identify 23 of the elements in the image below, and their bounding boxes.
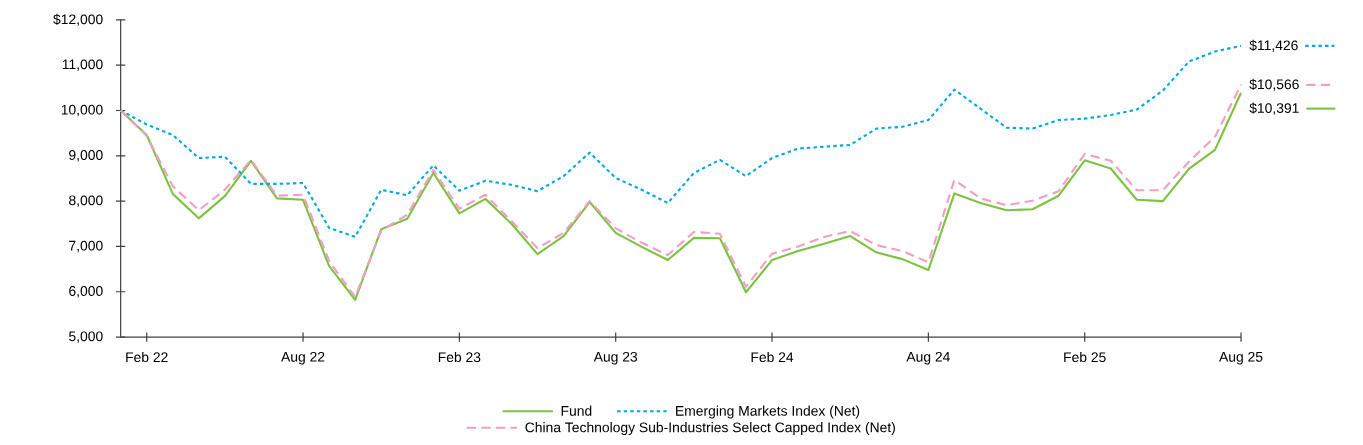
legend-label: Emerging Markets Index (Net) xyxy=(676,405,860,419)
data-label: $10,566 xyxy=(1249,78,1299,91)
y-tick-label: 9,000 xyxy=(69,150,103,162)
data-label: $11,426 xyxy=(1249,39,1298,52)
y-tick-label: 11,000 xyxy=(62,59,103,71)
x-tick-label: Aug 22 xyxy=(281,351,325,365)
legend-label: China Technology Sub-Industries Select Capped Index (Net) xyxy=(525,422,895,435)
y-tick-label: 6,000 xyxy=(69,285,103,298)
x-tick-label: Aug 23 xyxy=(593,351,638,365)
x-tick-label: Feb 24 xyxy=(751,351,794,363)
data-label: $10,391 xyxy=(1249,102,1299,115)
x-tick-label: Feb 25 xyxy=(1064,351,1106,363)
x-tick-label: Aug 24 xyxy=(906,351,950,365)
y-tick-label: $12,000 xyxy=(53,13,103,26)
legend-label: Fund xyxy=(561,405,592,416)
y-tick-label: 7,000 xyxy=(69,240,103,253)
x-tick-label: Aug 25 xyxy=(1219,351,1263,365)
line-series xyxy=(119,44,1243,238)
y-tick-label: 8,000 xyxy=(69,195,103,207)
x-tick-label: Feb 23 xyxy=(438,351,481,363)
y-tick-label: 5,000 xyxy=(69,331,103,343)
x-tick-label: Feb 22 xyxy=(126,351,168,363)
y-tick-label: 10,000 xyxy=(61,104,103,117)
